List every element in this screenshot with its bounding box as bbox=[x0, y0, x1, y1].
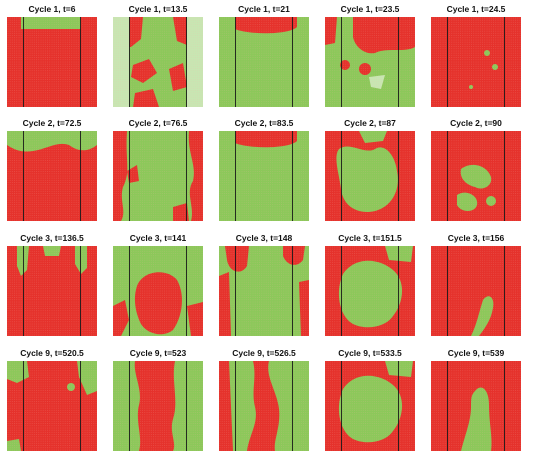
snapshot-image bbox=[7, 246, 97, 336]
panel-title: Cycle 1, t=21 bbox=[238, 4, 290, 14]
snapshot-image bbox=[7, 361, 97, 451]
simulation-snapshot bbox=[325, 131, 415, 221]
snapshot-image bbox=[219, 246, 309, 336]
simulation-snapshot bbox=[431, 361, 521, 451]
panel-title: Cycle 3, t=141 bbox=[129, 233, 187, 243]
simulation-snapshot bbox=[113, 131, 203, 221]
snapshot-image bbox=[113, 246, 203, 336]
simulation-snapshot bbox=[7, 361, 97, 451]
simulation-snapshot bbox=[325, 361, 415, 451]
simulation-snapshot bbox=[325, 246, 415, 336]
snapshot-image bbox=[219, 131, 309, 221]
simulation-snapshot bbox=[219, 246, 309, 336]
snapshot-image bbox=[325, 361, 415, 451]
panel-title: Cycle 2, t=83.5 bbox=[234, 118, 294, 128]
panel-title: Cycle 9, t=523 bbox=[129, 348, 187, 358]
snapshot-image bbox=[113, 17, 203, 107]
panel-title: Cycle 3, t=151.5 bbox=[338, 233, 402, 243]
snapshot-image bbox=[7, 17, 97, 107]
snapshot-image bbox=[219, 17, 309, 107]
snapshot-image bbox=[431, 361, 521, 451]
panel-title: Cycle 3, t=156 bbox=[447, 233, 505, 243]
snapshot-image bbox=[219, 361, 309, 451]
simulation-snapshot bbox=[325, 17, 415, 107]
snapshot-image bbox=[431, 131, 521, 221]
panel-title: Cycle 9, t=539 bbox=[447, 348, 505, 358]
panel-title: Cycle 3, t=148 bbox=[235, 233, 293, 243]
simulation-snapshot bbox=[219, 131, 309, 221]
simulation-snapshot bbox=[219, 17, 309, 107]
panel-title: Cycle 2, t=76.5 bbox=[128, 118, 188, 128]
panel-title: Cycle 9, t=520.5 bbox=[20, 348, 84, 358]
panel-title: Cycle 9, t=533.5 bbox=[338, 348, 402, 358]
snapshot-image bbox=[431, 17, 521, 107]
panel-title: Cycle 1, t=6 bbox=[28, 4, 76, 14]
panel-title: Cycle 2, t=90 bbox=[450, 118, 502, 128]
snapshot-image bbox=[113, 361, 203, 451]
snapshot-image bbox=[7, 131, 97, 221]
simulation-snapshot bbox=[7, 131, 97, 221]
simulation-snapshot bbox=[7, 17, 97, 107]
simulation-snapshot bbox=[113, 246, 203, 336]
simulation-snapshot bbox=[113, 17, 203, 107]
simulation-snapshot bbox=[7, 246, 97, 336]
panel-title: Cycle 2, t=72.5 bbox=[22, 118, 82, 128]
panel-title: Cycle 1, t=23.5 bbox=[340, 4, 400, 14]
snapshot-image bbox=[325, 17, 415, 107]
snapshot-image bbox=[113, 131, 203, 221]
snapshot-image bbox=[325, 246, 415, 336]
simulation-snapshot bbox=[431, 17, 521, 107]
panel-title: Cycle 9, t=526.5 bbox=[232, 348, 296, 358]
panel-title: Cycle 3, t=136.5 bbox=[20, 233, 84, 243]
panel-title: Cycle 1, t=13.5 bbox=[128, 4, 188, 14]
panel-title: Cycle 1, t=24.5 bbox=[446, 4, 506, 14]
simulation-snapshot bbox=[431, 246, 521, 336]
simulation-snapshot bbox=[113, 361, 203, 451]
simulation-snapshot bbox=[431, 131, 521, 221]
panel-title: Cycle 2, t=87 bbox=[344, 118, 396, 128]
snapshot-image bbox=[431, 246, 521, 336]
snapshot-image bbox=[325, 131, 415, 221]
simulation-snapshot bbox=[219, 361, 309, 451]
